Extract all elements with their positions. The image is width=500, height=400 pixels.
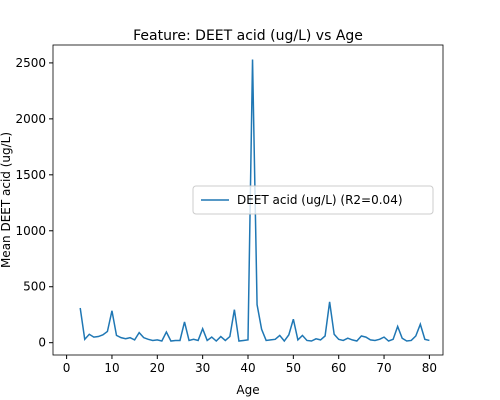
y-tick-label: 1000 — [15, 224, 46, 238]
plot-frame — [52, 44, 444, 356]
y-axis-label: Mean DEET acid (ug/L) — [0, 132, 13, 268]
x-tick-label: 20 — [150, 361, 165, 375]
y-tick-label: 1500 — [15, 168, 46, 182]
x-tick-label: 30 — [195, 361, 210, 375]
x-tick-label: 80 — [422, 361, 437, 375]
x-tick-label: 70 — [376, 361, 391, 375]
y-tick-label: 500 — [23, 280, 46, 294]
x-tick-label: 0 — [63, 361, 71, 375]
y-tick-label: 2000 — [15, 112, 46, 126]
x-tick-label: 60 — [331, 361, 346, 375]
x-axis-label: Age — [236, 383, 259, 397]
y-tick-label: 2500 — [15, 56, 46, 70]
legend-label: DEET acid (ug/L) (R2=0.04) — [237, 193, 403, 207]
x-tick-label: 10 — [104, 361, 119, 375]
line — [79, 59, 430, 343]
x-tick-label: 50 — [286, 361, 301, 375]
y-tick-label: 0 — [38, 336, 46, 350]
chart-title: Feature: DEET acid (ug/L) vs Age — [133, 28, 363, 44]
x-tick-label: 40 — [240, 361, 255, 375]
legend-box — [192, 185, 434, 215]
